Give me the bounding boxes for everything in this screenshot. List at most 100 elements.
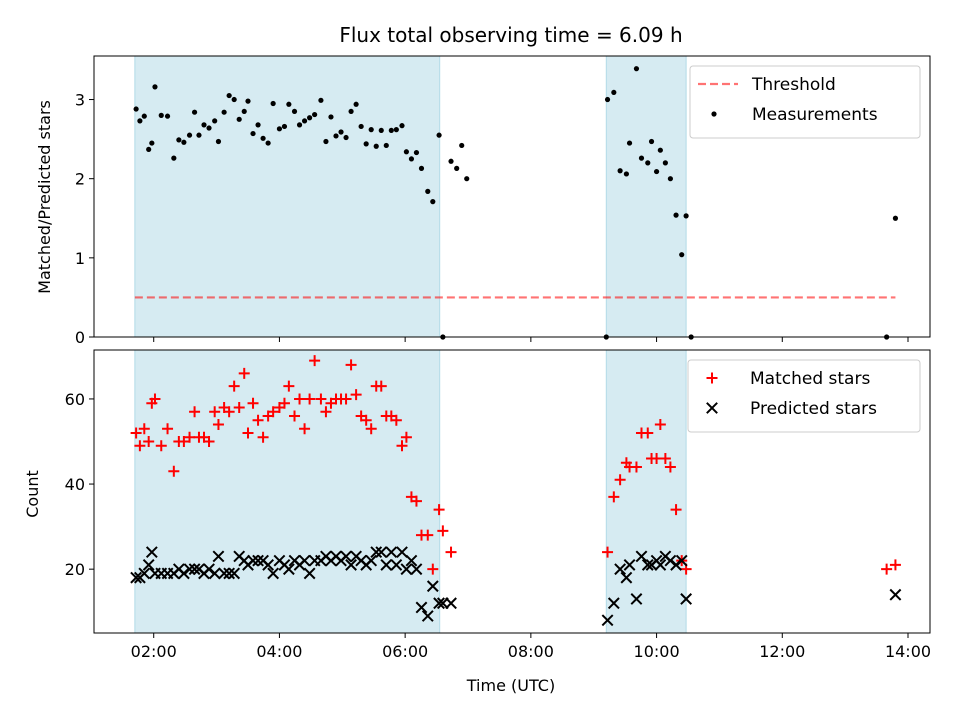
legend-label: Predicted stars bbox=[750, 399, 877, 419]
matched-star-point bbox=[267, 406, 279, 418]
measurement-point bbox=[212, 118, 218, 124]
y-tick-label: 1 bbox=[75, 249, 85, 268]
measurement-point bbox=[368, 127, 374, 133]
measurement-point bbox=[181, 139, 187, 145]
matched-star-point bbox=[630, 461, 642, 473]
predicted-star-point bbox=[208, 567, 221, 580]
legend-matched-swatch bbox=[706, 372, 718, 384]
predicted-star-point bbox=[380, 559, 393, 571]
x-tick-label: 04:00 bbox=[256, 642, 302, 661]
legend-box bbox=[689, 65, 921, 139]
matched-star-point bbox=[670, 504, 682, 516]
plot-frame bbox=[93, 55, 931, 338]
measurement-point bbox=[318, 97, 324, 103]
matched-star-point bbox=[320, 406, 332, 418]
measurement-point bbox=[296, 122, 303, 128]
measurement-point bbox=[623, 171, 630, 177]
measurement-point bbox=[413, 149, 420, 156]
predicted-star-point bbox=[421, 610, 434, 622]
predicted-star-point bbox=[680, 593, 693, 605]
matched-star-point bbox=[212, 418, 224, 430]
matched-star-point bbox=[155, 440, 167, 452]
measurement-point bbox=[323, 138, 329, 145]
matched-star-point bbox=[427, 563, 439, 575]
measurement-point bbox=[164, 113, 171, 119]
predicted-star-point bbox=[445, 597, 457, 610]
predicted-star-point bbox=[620, 571, 633, 584]
x-tick-label: 14:00 bbox=[885, 642, 931, 661]
matched-star-point bbox=[345, 359, 357, 371]
measurement-point bbox=[236, 116, 242, 122]
matched-star-point bbox=[654, 418, 666, 430]
measurement-point bbox=[393, 127, 399, 133]
measurement-point bbox=[270, 100, 276, 107]
x-tick-label: 06:00 bbox=[382, 642, 428, 661]
matched-star-point bbox=[350, 389, 362, 401]
predicted-star-point bbox=[218, 567, 231, 580]
matched-star-point bbox=[360, 414, 372, 426]
predicted-star-point bbox=[623, 559, 636, 571]
shaded-interval bbox=[605, 55, 687, 338]
measurement-point bbox=[373, 143, 379, 149]
measurement-point bbox=[221, 109, 227, 115]
measurement-point bbox=[158, 112, 164, 118]
predicted-star-point bbox=[340, 550, 352, 563]
predicted-star-point bbox=[365, 554, 378, 567]
matched-star-point bbox=[289, 410, 301, 422]
measurement-point bbox=[667, 176, 674, 182]
predicted-star-point bbox=[262, 559, 275, 571]
matched-star-point bbox=[642, 427, 654, 439]
matched-star-point bbox=[340, 393, 352, 405]
predicted-star-point bbox=[298, 554, 311, 567]
matched-star-point bbox=[410, 495, 422, 507]
matched-star-point bbox=[881, 563, 893, 575]
predicted-star-point bbox=[303, 567, 316, 580]
measurement-point bbox=[363, 141, 369, 147]
predicted-star-point bbox=[405, 554, 418, 567]
shaded-interval bbox=[134, 349, 441, 634]
matched-star-point bbox=[659, 453, 671, 465]
measurement-point bbox=[146, 146, 152, 153]
matched-star-point bbox=[400, 431, 412, 443]
predicted-star-point bbox=[396, 546, 408, 559]
matched-star-point bbox=[437, 525, 449, 537]
predicted-star-point bbox=[675, 554, 688, 567]
matched-star-point bbox=[433, 504, 445, 516]
measurement-point bbox=[425, 188, 431, 194]
measurement-point bbox=[633, 66, 640, 72]
measurement-point bbox=[638, 155, 645, 161]
y-tick-label: 20 bbox=[65, 560, 85, 579]
matched-star-point bbox=[149, 393, 161, 405]
measurement-point bbox=[286, 101, 292, 107]
measurement-point bbox=[260, 135, 266, 141]
measurement-point bbox=[276, 126, 283, 132]
predicted-star-point bbox=[889, 588, 902, 601]
plot-frame bbox=[93, 349, 931, 634]
predicted-star-point bbox=[607, 597, 620, 610]
measurement-point bbox=[645, 160, 651, 166]
legend: Threshold Measurements bbox=[689, 65, 921, 139]
matched-star-point bbox=[189, 406, 201, 418]
measurement-point bbox=[333, 133, 339, 139]
legend: Matched stars Predicted stars bbox=[687, 359, 921, 433]
measurement-point bbox=[617, 168, 623, 174]
measurement-point bbox=[626, 140, 633, 146]
measurement-point bbox=[133, 106, 139, 112]
matched-star-point bbox=[294, 393, 306, 405]
matched-star-point bbox=[283, 380, 295, 392]
predicted-star-point bbox=[375, 546, 388, 559]
chart-title: Flux total observing time = 6.09 h bbox=[339, 23, 682, 47]
measurement-point bbox=[226, 92, 232, 99]
matched-star-point bbox=[184, 431, 196, 443]
predicted-star-point bbox=[614, 563, 627, 576]
legend-label: Matched stars bbox=[750, 369, 870, 389]
x-tick-label: 12:00 bbox=[759, 642, 805, 661]
x-tick-label: 02:00 bbox=[131, 642, 177, 661]
measurement-point bbox=[291, 108, 298, 115]
measurement-point bbox=[312, 111, 318, 118]
measurement-point bbox=[215, 138, 222, 145]
matched-star-point bbox=[238, 367, 250, 379]
predicted-star-point bbox=[228, 567, 241, 580]
y-tick-label: 0 bbox=[75, 328, 85, 347]
predicted-star-point bbox=[635, 550, 648, 563]
